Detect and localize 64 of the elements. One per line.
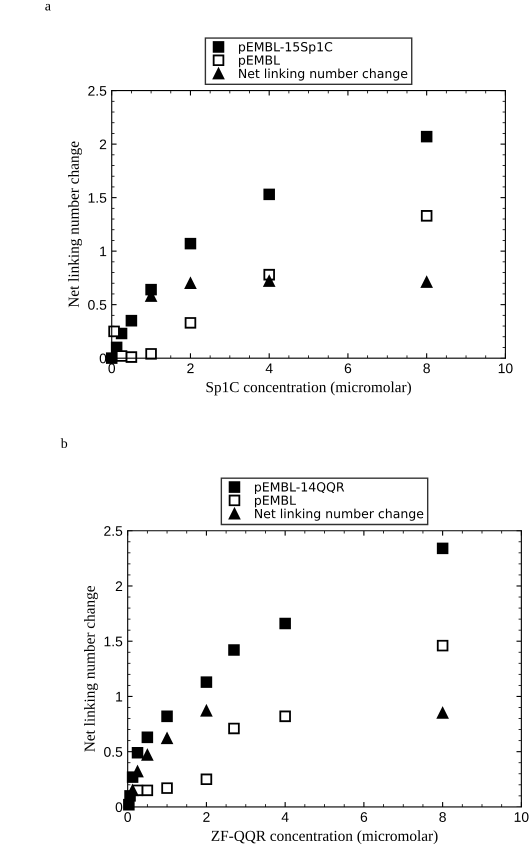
x-tick-label: 6: [344, 363, 352, 374]
point: [142, 732, 154, 744]
text: a: [45, 4, 51, 10]
point: [263, 275, 275, 287]
point: [184, 277, 196, 289]
point: [263, 188, 275, 200]
point: [126, 351, 138, 363]
point: [436, 707, 448, 719]
x-tick-label: 2: [203, 812, 210, 822]
point: [420, 210, 432, 222]
x-axis-title: Sp1C concentration (micromolar): [206, 382, 411, 396]
point: [436, 542, 448, 554]
legend-label: pEMBL-15Sp1C: [239, 42, 332, 54]
x-tick-label: 2: [187, 363, 194, 374]
point: [420, 130, 432, 142]
y-tick-label: 2: [116, 581, 122, 592]
x-tick-label: 10: [498, 363, 513, 374]
x-tick-label: 4: [266, 364, 273, 374]
point: [161, 782, 173, 794]
y-tick-label: 2: [100, 139, 106, 150]
x-tick-label: 8: [423, 363, 430, 374]
y-tick-label: 2.5: [88, 86, 106, 96]
x-tick-label: 10: [514, 812, 529, 822]
y-tick-label: 1: [116, 692, 122, 702]
text: b: [60, 438, 68, 448]
point: [108, 326, 120, 338]
point: [142, 749, 154, 761]
point: [142, 784, 154, 796]
y-tick-label: 1.5: [88, 193, 106, 203]
point: [228, 644, 240, 656]
point: [279, 710, 291, 722]
legend-label: pEMBL: [254, 496, 296, 508]
point: [161, 710, 173, 722]
x-tick-label: 0: [124, 812, 131, 822]
x-tick-label: 4: [282, 812, 289, 822]
point: [126, 314, 138, 326]
y-tick-label: 2.5: [104, 526, 122, 536]
y-tick-label: 1: [100, 246, 106, 256]
point: [200, 774, 212, 786]
point: [184, 238, 196, 250]
legend-label: Net linking number change: [255, 508, 424, 521]
point: [161, 732, 173, 744]
point: [200, 676, 212, 688]
x-tick-label: 8: [439, 812, 446, 822]
x-axis-title: ZF-QQR concentration (micromolar): [212, 830, 438, 844]
point: [279, 618, 291, 630]
legend-label: pEMBL-14QQR: [254, 482, 344, 494]
y-tick-label: 0: [116, 802, 122, 812]
legend-label: Net linking number change: [239, 68, 408, 81]
y-tick-label: 0.5: [104, 747, 122, 757]
y-tick-label: 1.5: [104, 636, 122, 646]
y-tick-label: 0.5: [88, 300, 106, 310]
y-axis-title: Net linking number change: [68, 142, 82, 308]
y-axis-title: Net linking number change: [84, 586, 98, 752]
point: [184, 317, 196, 329]
x-tick-label: 6: [360, 812, 368, 822]
point: [145, 348, 157, 360]
point: [420, 276, 432, 288]
point: [436, 640, 448, 652]
y-tick-label: 0: [100, 353, 106, 364]
point: [228, 722, 240, 734]
legend-label: pEMBL: [239, 56, 280, 68]
point: [200, 705, 212, 717]
point: [132, 747, 144, 759]
